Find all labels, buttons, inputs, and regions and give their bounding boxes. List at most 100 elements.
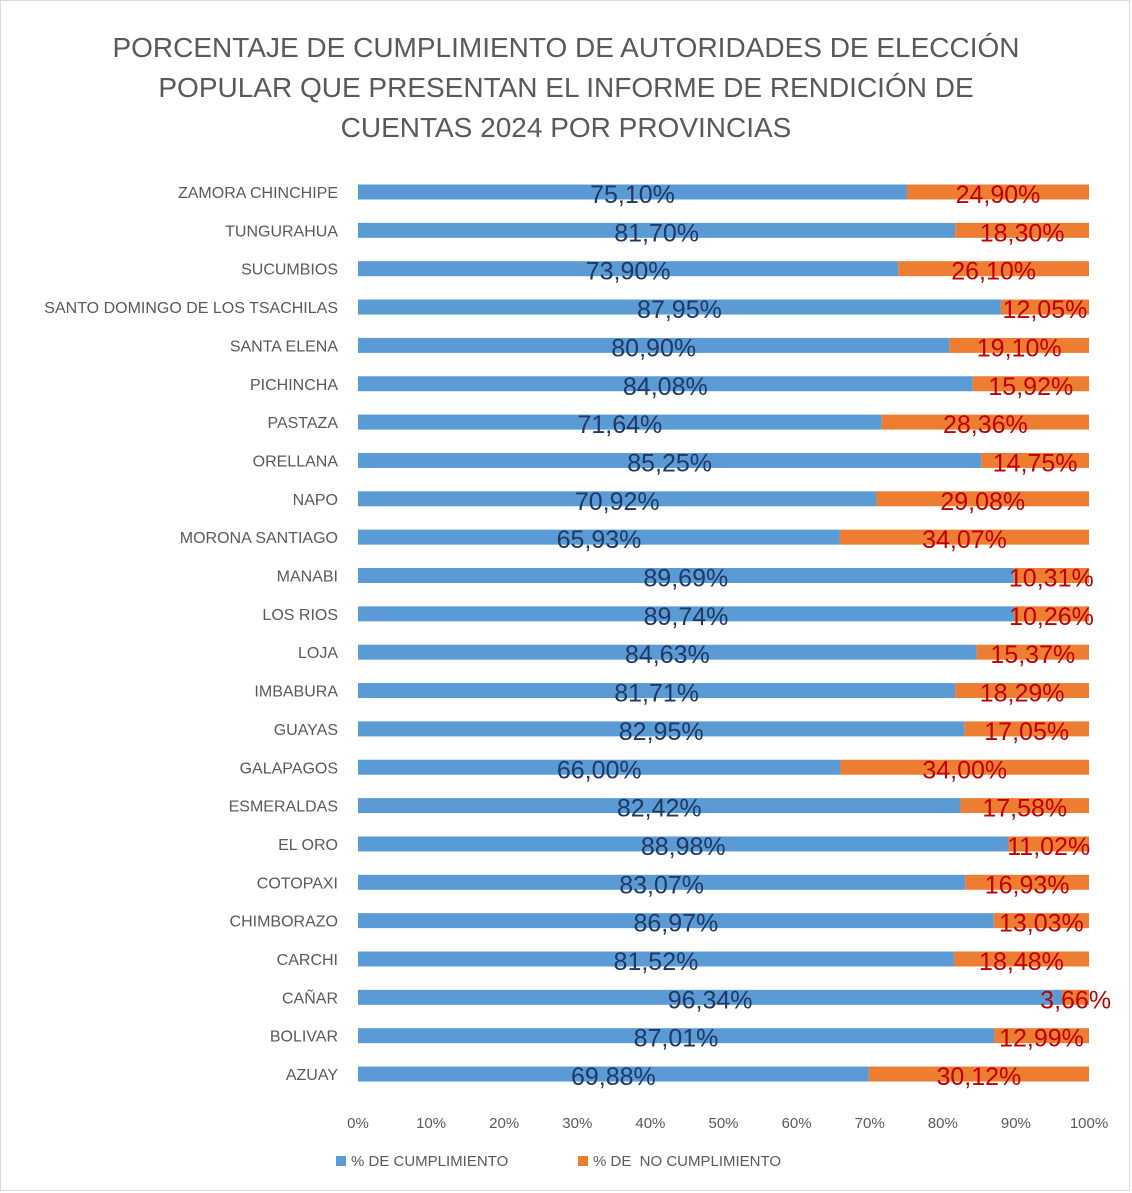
data-label-cumplimiento: 83,07% [619,871,704,899]
category-label: TUNGURAHUA [225,223,338,240]
bar-cumplimiento [358,414,882,430]
bar-no-cumplimiento [868,1066,1089,1082]
bar-no-cumplimiento [964,721,1089,737]
data-label-cumplimiento: 85,25% [627,449,712,477]
bar-cumplimiento [358,1028,995,1044]
data-label-no-cumplimiento: 10,31% [1009,565,1094,593]
bar-no-cumplimiento [881,414,1089,430]
x-tick-label: 0% [347,1115,369,1132]
category-label: ZAMORA CHINCHIPE [178,185,338,202]
bar-cumplimiento [358,759,841,775]
bar-cumplimiento [358,568,1014,583]
bar-cumplimiento [358,951,954,967]
category-label: BOLIVAR [270,1029,338,1046]
bar-no-cumplimiento [876,491,1089,507]
bar-no-cumplimiento [976,644,1089,660]
data-label-no-cumplimiento: 10,26% [1009,603,1094,631]
x-tick-label: 80% [928,1115,958,1132]
data-label-no-cumplimiento: 17,05% [984,718,1069,746]
bar-no-cumplimiento [953,951,1089,967]
data-label-no-cumplimiento: 19,10% [977,334,1062,362]
data-label-cumplimiento: 84,63% [625,641,710,669]
legend-label-no-cumplimiento: % DE NO CUMPLIMIENTO [593,1153,781,1170]
category-label: CAÑAR [282,987,338,1007]
bar-no-cumplimiento [955,683,1089,699]
category-label: SANTO DOMINGO DE LOS TSACHILAS [44,300,338,317]
data-label-no-cumplimiento: 18,30% [980,219,1065,247]
data-label-cumplimiento: 69,88% [571,1063,656,1091]
data-label-cumplimiento: 89,74% [644,603,729,631]
category-label: LOS RIOS [262,607,338,624]
bar-cumplimiento [358,529,840,545]
bar-cumplimiento [358,184,907,200]
data-label-no-cumplimiento: 12,05% [1003,296,1088,324]
data-label-cumplimiento: 70,92% [575,488,660,516]
bar-cumplimiento [358,222,956,238]
x-tick-label: 70% [855,1115,885,1132]
category-label: CHIMBORAZO [230,914,338,931]
bar-no-cumplimiento [960,798,1089,814]
category-label: GALAPAGOS [240,760,338,777]
category-label: COTOPAXI [257,875,338,892]
legend-label-cumplimiento: % DE CUMPLIMIENTO [351,1153,508,1170]
data-label-no-cumplimiento: 24,90% [956,181,1041,209]
x-tick-label: 50% [708,1115,738,1132]
category-label: EL ORO [278,837,338,854]
x-tick-label: 90% [1001,1115,1031,1132]
data-label-no-cumplimiento: 11,02% [1007,833,1090,861]
bar-no-cumplimiento [1000,299,1089,315]
category-label: CARCHI [277,952,338,969]
category-label: PICHINCHA [250,377,338,394]
data-label-cumplimiento: 71,64% [577,411,662,439]
data-label-no-cumplimiento: 26,10% [951,258,1036,286]
bar-no-cumplimiento [839,529,1089,545]
category-label: PASTAZA [267,415,338,432]
data-label-no-cumplimiento: 15,37% [990,641,1075,669]
bar-no-cumplimiento [965,874,1089,890]
bar-cumplimiento [358,913,994,929]
data-label-no-cumplimiento: 28,36% [943,411,1028,439]
chart-title: PORCENTAJE DE CUMPLIMIENTO DE AUTORIDADE… [112,32,1020,143]
data-label-no-cumplimiento: 13,03% [999,910,1084,938]
bar-cumplimiento [358,376,973,392]
data-label-cumplimiento: 66,00% [557,756,642,784]
bar-cumplimiento [358,261,899,277]
x-tick-label: 100% [1070,1115,1108,1132]
data-label-no-cumplimiento: 29,08% [940,488,1025,516]
bar-no-cumplimiento [898,261,1089,277]
x-tick-label: 30% [562,1115,592,1132]
data-label-no-cumplimiento: 3,66% [1040,986,1111,1014]
data-label-cumplimiento: 81,71% [614,680,699,708]
bar-cumplimiento [358,836,1009,852]
data-label-cumplimiento: 87,95% [637,296,722,324]
category-label: IMBABURA [254,684,338,701]
data-label-cumplimiento: 87,01% [634,1025,719,1053]
category-label: AZUAY [286,1067,338,1084]
bar-cumplimiento [358,683,956,699]
bar-no-cumplimiento [981,452,1089,468]
category-label: SANTA ELENA [230,338,339,355]
bar-no-cumplimiento [955,222,1089,238]
data-label-cumplimiento: 88,98% [641,833,726,861]
data-label-cumplimiento: 73,90% [586,258,671,286]
category-label: SUCUMBIOS [241,262,338,279]
bar-no-cumplimiento [994,1028,1089,1044]
legend-swatch-cumplimiento [336,1156,346,1166]
bar-cumplimiento [358,874,966,890]
data-label-no-cumplimiento: 34,07% [922,526,1007,554]
data-label-cumplimiento: 81,70% [614,219,699,247]
data-label-cumplimiento: 65,93% [557,526,642,554]
bar-cumplimiento [358,299,1001,315]
category-label: LOJA [298,645,338,662]
category-label: MORONA SANTIAGO [180,530,338,547]
bar-no-cumplimiento [949,337,1089,353]
data-label-cumplimiento: 89,69% [643,565,728,593]
category-label: ORELLANA [253,453,339,470]
data-label-cumplimiento: 82,42% [617,795,702,823]
bar-no-cumplimiento [1013,568,1089,583]
bar-cumplimiento [358,337,950,353]
data-label-no-cumplimiento: 18,48% [979,948,1064,976]
data-label-cumplimiento: 84,08% [623,373,708,401]
bar-cumplimiento [358,989,1063,1005]
bar-no-cumplimiento [993,913,1089,929]
